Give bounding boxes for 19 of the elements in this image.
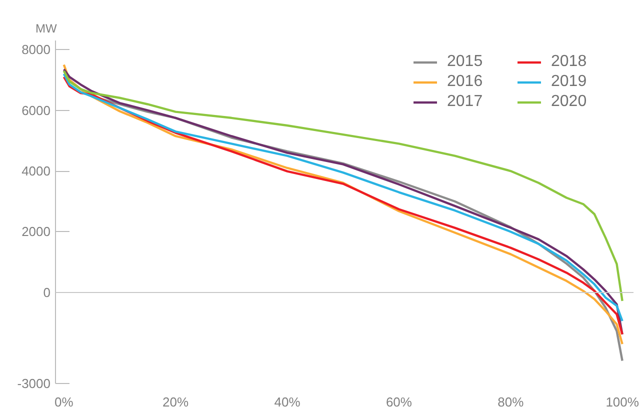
legend-label: 2018 [551, 52, 588, 72]
y-axis-title: MW [36, 22, 58, 36]
x-tick-label: 80% [498, 394, 524, 410]
x-tick-label: 60% [386, 394, 412, 410]
y-tick-label: 8000 [22, 42, 50, 58]
legend-label: 2017 [447, 92, 484, 112]
x-tick-label: 0% [54, 394, 74, 410]
x-tick-label: 100% [606, 394, 639, 410]
legend-label: 2016 [447, 72, 484, 92]
y-tick-label: 0 [43, 284, 51, 300]
legend-label: 2019 [551, 72, 588, 92]
x-tick-label: 40% [274, 394, 301, 410]
x-tick-label: 20% [162, 394, 190, 410]
legend-label: 2020 [551, 92, 588, 112]
legend-label: 2015 [447, 52, 484, 72]
y-tick-label: 6000 [22, 102, 50, 118]
y-tick-label: 4000 [22, 164, 50, 179]
y-tick-label: 2000 [22, 224, 50, 240]
y-tick-label: -3000 [17, 376, 50, 391]
